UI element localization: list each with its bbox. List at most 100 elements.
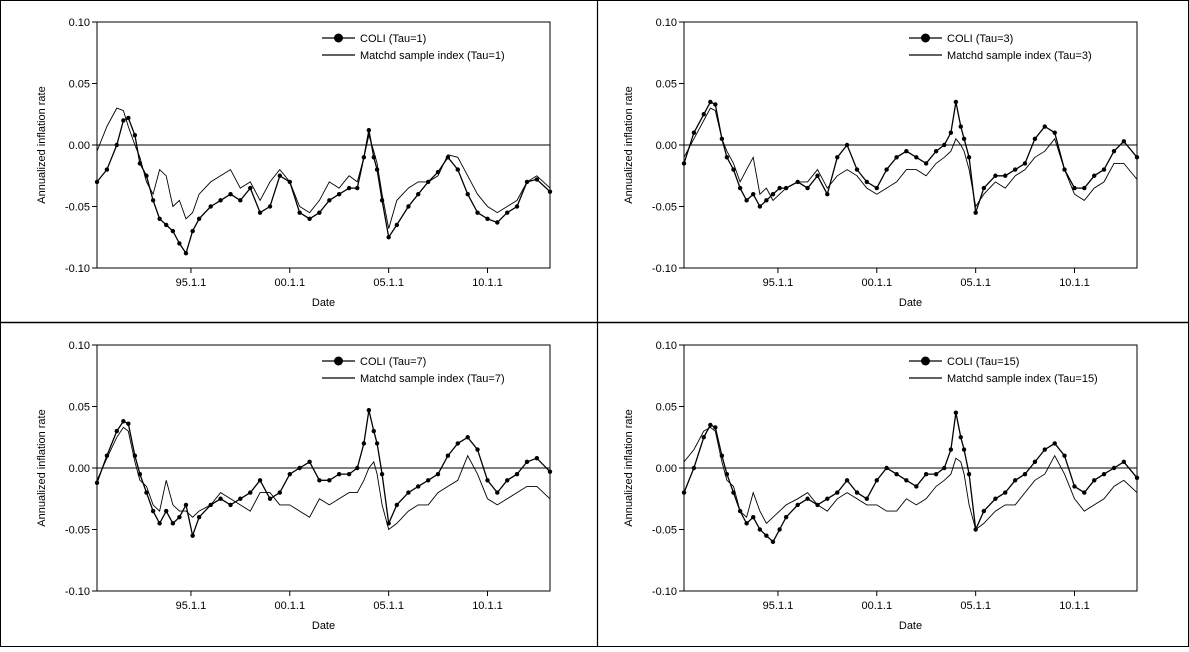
data-point-marker [445, 453, 451, 458]
data-point-marker [366, 128, 372, 133]
series-line [683, 107, 1138, 208]
data-point-marker [815, 173, 820, 178]
data-point-marker [874, 478, 879, 483]
data-point-marker [884, 167, 889, 172]
data-point-marker [132, 132, 138, 138]
data-point-marker [164, 222, 169, 228]
legend: COLI (Tau=1) Matchd sample index (Tau=1) [322, 33, 505, 62]
data-point-marker [942, 142, 947, 148]
y-tick-label: 0.10 [656, 340, 677, 352]
data-point-marker [425, 478, 431, 483]
data-point-marker [701, 112, 706, 117]
series-line [96, 107, 551, 229]
data-point-marker [505, 210, 510, 215]
data-point-marker [981, 185, 987, 191]
y-tick-label: -0.10 [65, 586, 90, 598]
series-line [683, 426, 1138, 531]
data-point-marker [844, 142, 850, 148]
data-point-marker [394, 502, 400, 508]
data-point-marker [505, 478, 510, 483]
x-tick-label: 10.1.1 [1059, 600, 1090, 612]
data-point-marker [346, 185, 352, 191]
y-tick-label: 0.05 [69, 402, 90, 414]
data-point-marker [884, 465, 889, 471]
data-point-marker [361, 441, 367, 446]
y-tick-label: 0.00 [69, 463, 90, 475]
x-axis-label: Date [312, 620, 335, 632]
data-point-marker [164, 508, 169, 514]
legend-entry-label: Matchd sample index (Tau=15) [947, 373, 1098, 385]
data-point-marker [1012, 478, 1018, 483]
data-point-marker [190, 228, 195, 234]
y-tick-label: -0.10 [652, 586, 677, 598]
data-point-marker [1121, 459, 1127, 465]
y-axis-label: Annualized inflation rate [623, 409, 635, 526]
data-point-marker [104, 167, 110, 172]
data-point-marker [371, 428, 376, 434]
data-point-marker [144, 490, 149, 495]
x-axis-label: Date [312, 297, 335, 309]
data-point-marker [1032, 136, 1038, 142]
data-point-marker [948, 447, 954, 452]
data-point-marker [973, 210, 978, 215]
data-point-marker [196, 216, 202, 221]
y-tick-label: 0.05 [69, 79, 90, 91]
data-point-marker [150, 198, 156, 203]
x-axis-label: Date [899, 297, 922, 309]
legend-entry-label: COLI (Tau=7) [360, 356, 426, 368]
y-axis-label: Annualized inflation rate [36, 86, 48, 203]
data-point-marker [267, 496, 273, 501]
data-point-marker [475, 447, 480, 452]
y-tick-label: 0.05 [656, 79, 677, 91]
x-tick-label: 05.1.1 [373, 277, 404, 289]
data-point-marker [406, 204, 411, 209]
data-point-marker [177, 241, 182, 246]
data-point-marker [805, 496, 810, 501]
legend-swatch-marker [334, 356, 343, 366]
data-point-marker [524, 459, 530, 465]
data-point-marker [701, 435, 706, 440]
data-point-marker [744, 198, 749, 203]
data-point-marker [825, 192, 830, 197]
data-point-marker [297, 210, 302, 215]
series-coli [94, 115, 553, 256]
data-point-marker [94, 179, 100, 185]
data-point-marker [1003, 173, 1008, 178]
data-point-marker [1121, 139, 1127, 144]
data-point-marker [708, 422, 713, 428]
data-point-marker [1072, 185, 1077, 191]
series-matched-sample-index [683, 107, 1138, 208]
data-point-marker [406, 490, 411, 495]
data-point-marker [416, 192, 421, 197]
x-axis-label: Date [899, 620, 922, 632]
data-point-marker [126, 115, 131, 121]
data-point-marker [208, 204, 213, 209]
data-point-marker [379, 471, 385, 477]
data-point-marker [495, 490, 500, 495]
data-point-marker [805, 185, 810, 191]
data-point-marker [475, 210, 480, 215]
data-point-marker [374, 441, 380, 446]
data-point-marker [835, 490, 840, 495]
data-point-marker [764, 533, 769, 538]
data-point-marker [238, 198, 243, 203]
chart-panel-top-left: 0.10 0.05 0.00 -0.05 -0.10 95.1.1 00.1.1 05.1.1… [36, 17, 553, 309]
data-point-marker [196, 515, 202, 520]
data-point-marker [737, 185, 743, 191]
data-point-marker [534, 177, 540, 182]
data-point-marker [1134, 475, 1140, 481]
data-point-marker [864, 179, 870, 185]
series-matched-sample-index [96, 426, 551, 531]
data-point-marker [691, 465, 697, 471]
data-point-marker [1111, 148, 1117, 154]
x-tick-label: 10.1.1 [472, 600, 503, 612]
data-point-marker [713, 425, 718, 430]
data-point-marker [894, 471, 899, 477]
y-tick-label: -0.10 [652, 263, 677, 275]
legend-entry-label: COLI (Tau=1) [360, 33, 426, 45]
x-tick-label: 95.1.1 [176, 600, 207, 612]
legend-swatch-marker [921, 33, 930, 43]
data-point-marker [825, 496, 830, 501]
data-point-marker [993, 496, 998, 501]
